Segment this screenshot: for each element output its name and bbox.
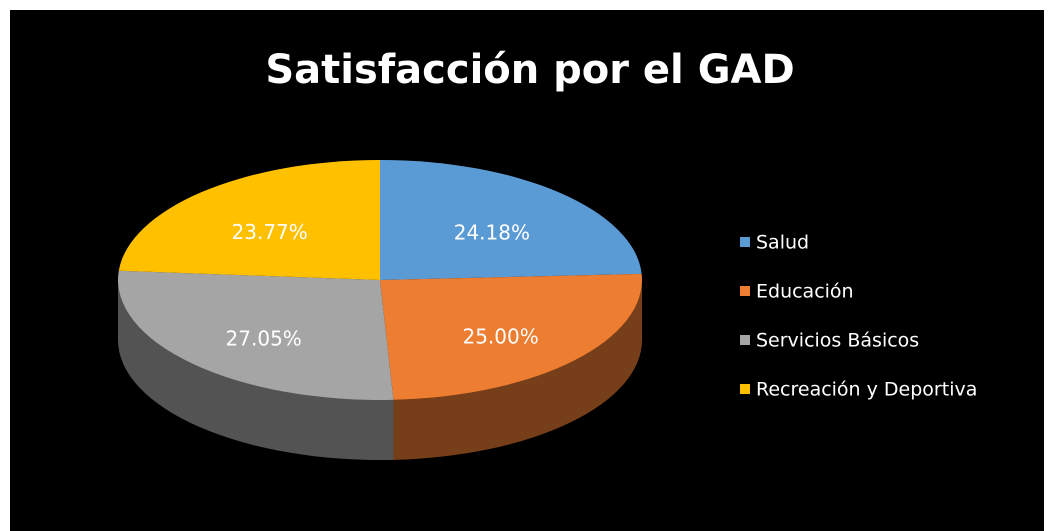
legend-swatch: [740, 384, 750, 394]
data-label: 23.77%: [232, 220, 308, 244]
slice-side: [393, 280, 642, 460]
slice-side: [118, 280, 394, 460]
slice: [118, 270, 394, 400]
legend-label: Servicios Básicos: [756, 330, 919, 352]
data-label: 24.18%: [454, 221, 530, 245]
data-label: 25.00%: [462, 324, 538, 348]
legend-swatch: [740, 335, 750, 345]
slice: [380, 160, 642, 280]
chart-title: Satisfacción por el GAD: [265, 47, 794, 93]
data-label: 27.05%: [226, 326, 302, 350]
slice: [380, 273, 642, 400]
legend-label: Recreación y Deportiva: [756, 379, 977, 401]
legend-label: Educación: [756, 281, 854, 303]
legend-swatch: [740, 237, 750, 247]
legend-label: Salud: [756, 232, 809, 254]
legend-swatch: [740, 286, 750, 296]
slice: [118, 160, 380, 280]
